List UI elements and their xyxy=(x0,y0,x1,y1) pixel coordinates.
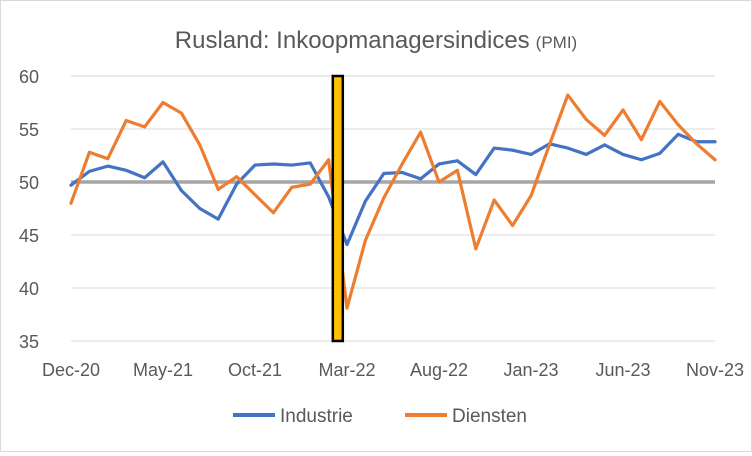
data-point-industrie xyxy=(419,177,423,181)
data-point-industrie xyxy=(271,162,275,166)
data-point-diensten xyxy=(437,180,441,184)
data-point-diensten xyxy=(621,108,625,112)
data-point-diensten xyxy=(308,182,312,186)
y-tick-label: 40 xyxy=(19,279,39,299)
data-point-industrie xyxy=(124,168,128,172)
data-point-diensten xyxy=(695,142,699,146)
data-point-industrie xyxy=(106,164,110,168)
data-point-industrie xyxy=(492,146,496,150)
marker-group xyxy=(331,74,345,343)
x-tick-label: Jun-23 xyxy=(595,360,650,380)
y-axis-ticks: 35 40 45 50 55 60 xyxy=(19,67,39,352)
data-point-diensten xyxy=(106,157,110,161)
legend: Industrie Diensten xyxy=(233,406,527,427)
data-point-diensten xyxy=(327,158,331,162)
data-point-diensten xyxy=(363,238,367,242)
data-point-diensten xyxy=(69,201,73,205)
series-line-industrie xyxy=(69,132,717,247)
data-point-diensten xyxy=(382,196,386,200)
data-point-diensten xyxy=(455,168,459,172)
x-tick-label: Oct-21 xyxy=(228,360,282,380)
y-tick-label: 45 xyxy=(19,226,39,246)
data-point-industrie xyxy=(87,169,91,173)
data-point-diensten xyxy=(198,143,202,147)
data-point-industrie xyxy=(235,182,239,186)
data-point-industrie xyxy=(676,132,680,136)
data-point-diensten xyxy=(419,130,423,134)
series-line-diensten xyxy=(69,93,717,310)
y-tick-label: 50 xyxy=(19,173,39,193)
data-point-industrie xyxy=(382,172,386,176)
data-point-industrie xyxy=(198,207,202,210)
data-point-diensten xyxy=(179,111,183,115)
data-point-industrie xyxy=(621,152,625,156)
x-tick-label: Dec-20 xyxy=(42,360,100,380)
data-point-diensten xyxy=(584,117,588,121)
series-group xyxy=(69,93,717,310)
data-point-diensten xyxy=(713,158,717,162)
chart-title: Rusland: Inkoopmanagersindices (PMI) xyxy=(175,27,577,54)
data-point-industrie xyxy=(455,159,459,163)
data-point-industrie xyxy=(363,199,367,203)
data-point-diensten xyxy=(603,133,607,137)
data-point-industrie xyxy=(603,143,607,147)
data-point-diensten xyxy=(161,101,165,104)
data-point-industrie xyxy=(639,158,643,162)
data-point-diensten xyxy=(345,306,349,310)
legend-label-diensten: Diensten xyxy=(452,406,527,427)
data-point-industrie xyxy=(400,170,404,174)
data-point-diensten xyxy=(474,247,478,251)
data-point-industrie xyxy=(529,152,533,156)
data-point-industrie xyxy=(511,148,515,152)
data-point-diensten xyxy=(658,99,662,103)
data-point-industrie xyxy=(345,243,349,247)
chart-title-main: Rusland: Inkoopmanagersindices xyxy=(175,27,530,54)
data-point-industrie xyxy=(143,176,147,180)
data-point-diensten xyxy=(400,162,404,166)
data-point-diensten xyxy=(216,187,220,191)
data-point-industrie xyxy=(437,162,441,166)
data-point-industrie xyxy=(584,152,588,156)
legend-label-industrie: Industrie xyxy=(280,406,353,427)
data-point-industrie xyxy=(658,151,662,155)
data-point-diensten xyxy=(290,185,294,189)
event-marker-bar xyxy=(331,74,345,343)
data-point-diensten xyxy=(676,123,680,127)
y-tick-label: 55 xyxy=(19,120,39,140)
data-point-industrie xyxy=(179,188,183,192)
data-point-diensten xyxy=(511,223,515,227)
data-point-diensten xyxy=(253,193,257,197)
chart-title-suffix: (PMI) xyxy=(536,33,578,52)
x-tick-label: Mar-22 xyxy=(318,360,375,380)
data-point-diensten xyxy=(529,194,533,198)
y-tick-label: 35 xyxy=(19,332,39,352)
data-point-diensten xyxy=(143,125,147,129)
x-tick-label: May-21 xyxy=(133,360,193,380)
data-point-industrie xyxy=(474,173,478,177)
data-point-diensten xyxy=(124,119,128,123)
data-point-diensten xyxy=(235,175,239,179)
data-point-diensten xyxy=(492,198,496,202)
x-tick-label: Jan-23 xyxy=(503,360,558,380)
data-point-diensten xyxy=(547,143,551,147)
data-point-industrie xyxy=(308,161,312,165)
data-point-industrie xyxy=(69,183,73,187)
data-point-industrie xyxy=(216,217,220,221)
data-point-industrie xyxy=(327,195,331,199)
x-tick-label: Aug-22 xyxy=(410,360,468,380)
data-point-diensten xyxy=(566,93,570,97)
data-point-diensten xyxy=(271,211,275,215)
data-point-industrie xyxy=(713,140,717,144)
x-axis-ticks: Dec-20 May-21 Oct-21 Mar-22 Aug-22 Jan-23 Jun-… xyxy=(42,360,744,380)
data-point-diensten xyxy=(87,150,91,154)
data-point-diensten xyxy=(639,138,643,142)
x-tick-label: Nov-23 xyxy=(686,360,744,380)
data-point-industrie xyxy=(290,163,294,167)
data-point-industrie xyxy=(161,160,165,164)
data-point-industrie xyxy=(253,163,257,167)
data-point-industrie xyxy=(566,146,570,150)
y-tick-label: 60 xyxy=(19,67,39,87)
